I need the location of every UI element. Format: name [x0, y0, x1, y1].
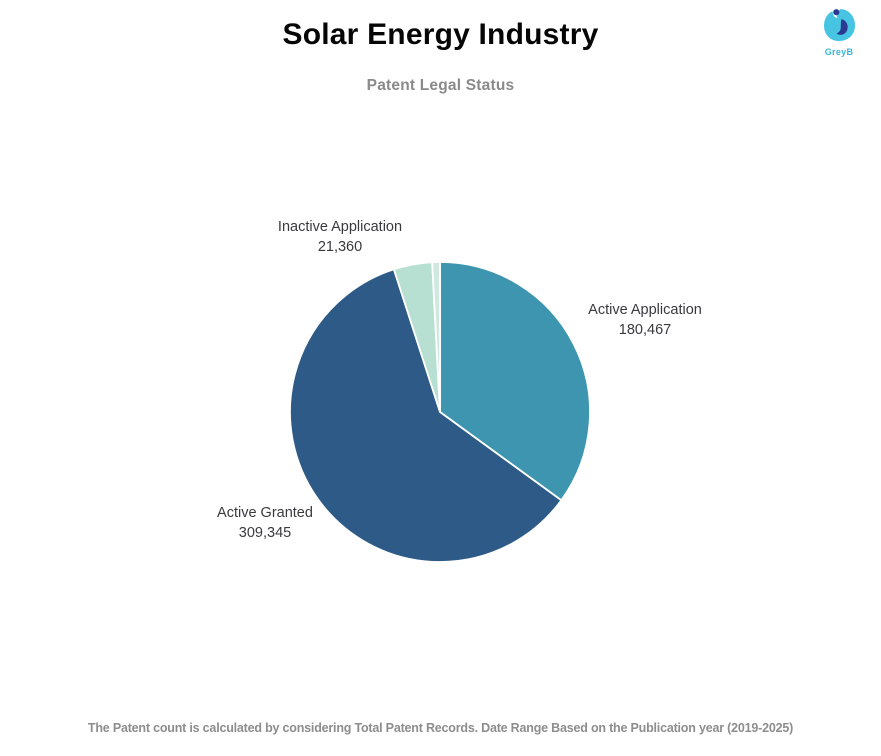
slice-label-value: 309,345	[238, 525, 292, 541]
pie-slice-unlabeled[interactable]	[431, 261, 441, 413]
slice-label-inactive-application: Inactive Application 21,360	[230, 217, 450, 257]
greyb-logo-icon	[824, 9, 855, 41]
brand-logo: GreyB	[813, 6, 865, 57]
greyb-wordmark: GreyB	[824, 47, 854, 57]
slice-label-text: Active Application	[588, 302, 702, 318]
page-subtitle: Patent Legal Status	[366, 77, 515, 94]
slice-label-value: 21,360	[317, 239, 363, 255]
pie-slice-active-granted[interactable]	[289, 268, 563, 563]
pie-chart-container	[288, 260, 592, 564]
pie-slice-active-application[interactable]	[439, 261, 591, 502]
slice-label-active-application: Active Application 180,467	[535, 300, 755, 340]
slice-label-text: Active Granted	[217, 505, 313, 521]
slice-label-value: 180,467	[618, 322, 672, 338]
page-title: Solar Energy Industry	[282, 18, 599, 51]
footer-note: The Patent count is calculated by consid…	[87, 721, 794, 735]
slice-label-active-granted: Active Granted 309,345	[155, 503, 375, 543]
pie-chart	[289, 261, 591, 563]
slice-label-text: Inactive Application	[277, 219, 403, 235]
